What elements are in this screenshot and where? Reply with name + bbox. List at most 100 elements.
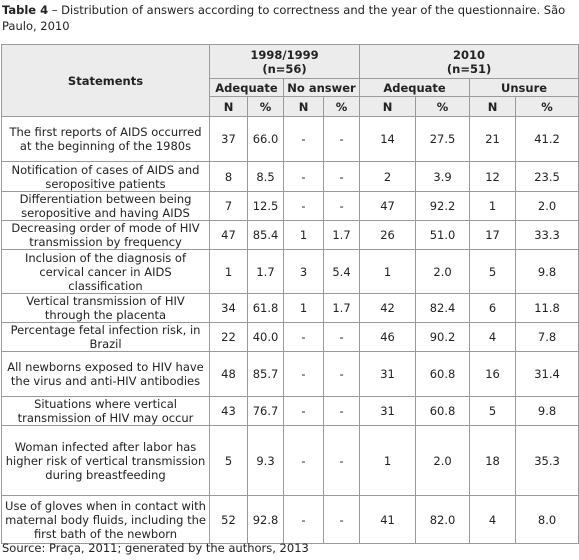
subgroup-header: Adequate: [359, 78, 471, 97]
group-header: 1998/1999 (n=56): [208, 44, 361, 79]
value-cell: 85.7: [247, 351, 284, 397]
value-cell: -: [283, 396, 324, 426]
column-header: N: [469, 96, 517, 117]
value-cell: 31: [359, 351, 417, 397]
table-row: Vertical transmission of HIV through the…: [1, 293, 579, 323]
value-cell: 34: [209, 293, 248, 323]
value-cell: 4: [469, 322, 517, 352]
value-cell: 41.2: [515, 116, 579, 162]
value-cell: 8: [209, 161, 248, 192]
value-cell: 22: [209, 322, 248, 352]
table-row: Decreasing order of mode of HIV transmis…: [1, 220, 579, 250]
column-header: N: [359, 96, 417, 117]
value-cell: 1: [359, 425, 417, 496]
value-cell: 82.4: [415, 293, 471, 323]
value-cell: 61.8: [247, 293, 284, 323]
value-cell: 17: [469, 220, 517, 250]
statement-cell: The first reports of AIDS occurred at th…: [1, 116, 210, 162]
value-cell: 12: [469, 161, 517, 192]
group-title: 2010: [453, 47, 486, 62]
value-cell: 9.8: [515, 396, 579, 426]
column-header: %: [515, 96, 579, 117]
value-cell: 92.2: [415, 191, 471, 221]
value-cell: 52: [209, 495, 248, 544]
value-cell: -: [283, 425, 324, 496]
table-row: Situations where vertical transmission o…: [1, 396, 579, 426]
value-cell: 60.8: [415, 396, 471, 426]
value-cell: 9.3: [247, 425, 284, 496]
group-n: (n=51): [446, 61, 492, 76]
table-row: Use of gloves when in contact with mater…: [1, 495, 579, 544]
value-cell: 47: [209, 220, 248, 250]
value-cell: 66.0: [247, 116, 284, 162]
value-cell: 26: [359, 220, 417, 250]
source: Source: Praça, 2011; generated by the au…: [2, 541, 309, 555]
statement-cell: All newborns exposed to HIV have the vir…: [1, 351, 210, 397]
value-cell: 6: [469, 293, 517, 323]
value-cell: -: [283, 116, 324, 162]
value-cell: -: [283, 191, 324, 221]
caption-text: – Distribution of answers according to c…: [2, 3, 566, 33]
value-cell: -: [322, 396, 361, 426]
table-row: Inclusion of the diagnosis of cervical c…: [1, 249, 579, 294]
value-cell: 8.5: [247, 161, 284, 192]
value-cell: 43: [209, 396, 248, 426]
statement-cell: Situations where vertical transmission o…: [1, 396, 210, 426]
value-cell: 92.8: [247, 495, 284, 544]
value-cell: -: [322, 351, 361, 397]
statement-cell: Use of gloves when in contact with mater…: [1, 495, 210, 544]
column-header: N: [283, 96, 324, 117]
statements-header: Statements: [1, 44, 210, 117]
column-header: %: [247, 96, 284, 117]
value-cell: 23.5: [515, 161, 579, 192]
column-header: N: [209, 96, 248, 117]
value-cell: -: [283, 161, 324, 192]
value-cell: 3.9: [415, 161, 471, 192]
value-cell: 16: [469, 351, 517, 397]
table-row: Percentage fetal infection risk, in Braz…: [1, 322, 579, 352]
value-cell: 82.0: [415, 495, 471, 544]
value-cell: -: [322, 425, 361, 496]
group-header: 2010 (n=51): [359, 44, 579, 79]
group-n: (n=56): [262, 61, 307, 76]
value-cell: -: [322, 495, 361, 544]
value-cell: 27.5: [415, 116, 471, 162]
value-cell: 7: [209, 191, 248, 221]
statement-cell: Percentage fetal infection risk, in Braz…: [1, 322, 210, 352]
statement-cell: Vertical transmission of HIV through the…: [1, 293, 210, 323]
value-cell: 18: [469, 425, 517, 496]
table-row: The first reports of AIDS occurred at th…: [1, 116, 579, 162]
caption-label: Table 4: [2, 3, 49, 17]
statement-cell: Decreasing order of mode of HIV transmis…: [1, 220, 210, 250]
statement-cell: Differentiation between being seropositi…: [1, 191, 210, 221]
value-cell: 40.0: [247, 322, 284, 352]
column-header: %: [415, 96, 471, 117]
statement-cell: Notification of cases of AIDS and seropo…: [1, 161, 210, 192]
value-cell: -: [283, 322, 324, 352]
table-row: Differentiation between being seropositi…: [1, 191, 579, 221]
value-cell: 5.4: [322, 249, 361, 294]
value-cell: 4: [469, 495, 517, 544]
value-cell: 1: [359, 249, 417, 294]
value-cell: 37: [209, 116, 248, 162]
table-row: All newborns exposed to HIV have the vir…: [1, 351, 579, 397]
subgroup-header: No answer: [282, 78, 361, 97]
table-row: Notification of cases of AIDS and seropo…: [1, 161, 579, 192]
value-cell: 1: [283, 220, 324, 250]
subgroup-header: Adequate: [209, 78, 284, 97]
value-cell: 1: [283, 293, 324, 323]
table-header: Statements 1998/1999 (n=56) 2010 (n=51) Adequ…: [1, 44, 579, 117]
value-cell: 12.5: [247, 191, 284, 221]
value-cell: 11.8: [515, 293, 579, 323]
value-cell: -: [322, 322, 361, 352]
value-cell: 2.0: [415, 425, 471, 496]
value-cell: 76.7: [247, 396, 284, 426]
value-cell: 21: [469, 116, 517, 162]
value-cell: 2.0: [515, 191, 579, 221]
value-cell: 47: [359, 191, 417, 221]
value-cell: 3: [283, 249, 324, 294]
value-cell: 33.3: [515, 220, 579, 250]
subgroup-header: Unsure: [469, 78, 579, 97]
value-cell: 51.0: [415, 220, 471, 250]
value-cell: 5: [209, 425, 248, 496]
